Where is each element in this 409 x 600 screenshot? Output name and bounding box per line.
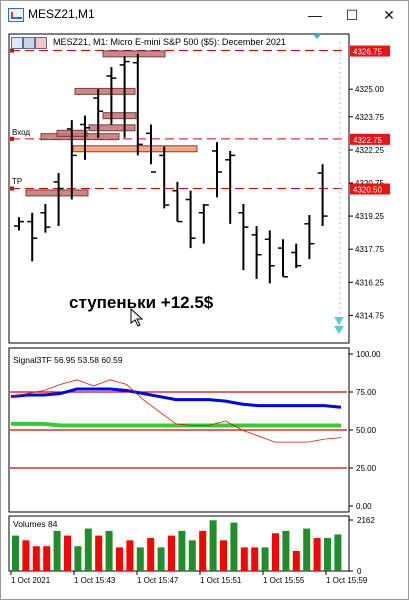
chart-header-info: MESZ21, M1: Micro E-mini S&P 500 ($5): D… bbox=[53, 37, 286, 47]
chart-header-icons[interactable] bbox=[11, 36, 49, 49]
price-level-label: 4320.75 bbox=[355, 179, 384, 188]
volume-bar bbox=[157, 547, 165, 571]
volume-bar bbox=[12, 535, 19, 571]
close-button[interactable]: ✕ bbox=[383, 7, 395, 23]
volume-bar bbox=[334, 534, 342, 571]
volume-layer: 2162 0 bbox=[12, 516, 375, 576]
x-axis: 1 Oct 2021 1 Oct 15:43 1 Oct 15:47 1 Oct 15… bbox=[10, 571, 368, 585]
volume-bar bbox=[324, 537, 331, 571]
volume-bar bbox=[240, 547, 248, 571]
price-level-label: 4320.50 bbox=[353, 186, 382, 195]
chart-window-icon bbox=[8, 8, 24, 22]
signal-raw-line bbox=[10, 379, 342, 443]
price-level-badge bbox=[350, 183, 390, 195]
line-marker bbox=[10, 136, 14, 141]
order-block bbox=[74, 87, 136, 95]
order-block bbox=[72, 145, 198, 153]
volume-bar bbox=[147, 537, 155, 571]
volume-bar bbox=[313, 537, 321, 571]
volume-bar bbox=[209, 520, 217, 571]
volume-bar bbox=[282, 530, 290, 571]
order-block bbox=[102, 112, 137, 120]
volume-bar bbox=[74, 546, 82, 571]
price-level-label: 4319.25 bbox=[355, 212, 384, 221]
grid-icon[interactable] bbox=[11, 37, 23, 49]
double-arrow-icon bbox=[334, 317, 344, 334]
volume-bar bbox=[220, 540, 227, 571]
volume-bar bbox=[272, 533, 279, 571]
indicator-level-label: 75.00 bbox=[356, 388, 377, 397]
indicator-level-label: 50.00 bbox=[356, 426, 377, 435]
indicator-layer: 100.00 75.00 50.00 25.00 0.00 bbox=[10, 350, 381, 511]
window-title: MESZ21,M1 bbox=[28, 7, 95, 21]
title-bar[interactable]: MESZ21,M1 — ☐ ✕ bbox=[1, 1, 408, 29]
volume-bar bbox=[116, 547, 123, 571]
volume-bar bbox=[84, 528, 92, 571]
tp-line-label: TP bbox=[12, 177, 23, 186]
order-block bbox=[25, 189, 89, 197]
x-tick-label: 1 Oct 15:43 bbox=[74, 576, 116, 585]
signal-fast-line bbox=[10, 387, 342, 409]
volume-bar bbox=[43, 546, 51, 571]
annotation-text: ступеньки +12.5$ bbox=[69, 293, 214, 312]
maximize-button[interactable]: ☐ bbox=[345, 7, 359, 23]
volume-bar bbox=[32, 546, 40, 571]
volume-level-label: 0 bbox=[357, 567, 362, 576]
volume-bar bbox=[178, 530, 186, 571]
x-tick-label: 1 Oct 15:55 bbox=[263, 576, 305, 585]
volume-level-label: 2162 bbox=[357, 516, 375, 525]
entry-line-label: Вход bbox=[12, 128, 31, 137]
volume-bar bbox=[22, 540, 30, 571]
volume-bar bbox=[251, 547, 259, 571]
volume-bar bbox=[188, 540, 196, 571]
price-level-label: 4314.75 bbox=[355, 311, 384, 320]
chart-shift-icon bbox=[313, 34, 321, 39]
price-level-label: 4316.25 bbox=[355, 278, 384, 287]
mouse-cursor-icon bbox=[130, 307, 144, 327]
x-tick-label: 1 Oct 2021 bbox=[11, 576, 51, 585]
volume-bar bbox=[303, 528, 311, 571]
price-level-badge bbox=[350, 45, 390, 57]
price-level-badge bbox=[350, 133, 390, 145]
volume-bar bbox=[230, 522, 238, 571]
volume-bar bbox=[126, 540, 134, 571]
line-marker bbox=[10, 48, 14, 53]
indicator-level-label: 0.00 bbox=[356, 502, 372, 511]
volume-bar bbox=[64, 535, 71, 571]
volume-bar bbox=[168, 535, 175, 571]
line-marker bbox=[10, 186, 14, 191]
list-icon[interactable] bbox=[23, 37, 35, 49]
indicator-level-label: 100.00 bbox=[356, 350, 381, 359]
price-level-label: 4317.75 bbox=[355, 245, 384, 254]
x-tick-label: 1 Oct 15:47 bbox=[137, 576, 179, 585]
price-level-label: 4322.25 bbox=[355, 146, 384, 155]
volume-bar bbox=[136, 547, 144, 571]
minimize-button[interactable]: — bbox=[308, 7, 322, 23]
x-tick-label: 1 Oct 15:59 bbox=[326, 576, 368, 585]
volume-bar bbox=[53, 530, 61, 571]
order-block bbox=[88, 124, 136, 132]
order-block bbox=[102, 50, 166, 58]
volume-bar bbox=[105, 530, 113, 571]
volume-bar bbox=[199, 530, 207, 571]
indicator-level-label: 25.00 bbox=[356, 464, 377, 473]
indicator-label: Signal3TF 56.95 53.58 60.59 bbox=[13, 355, 123, 365]
volume-label: Volumes 84 bbox=[13, 519, 58, 529]
price-level-label: 4325.00 bbox=[355, 85, 384, 94]
signal-slow-line bbox=[11, 421, 341, 428]
volume-bar bbox=[292, 550, 300, 571]
volume-bar bbox=[261, 547, 269, 571]
price-level-label: 4326.75 bbox=[353, 48, 382, 57]
trade-icon[interactable] bbox=[35, 37, 47, 49]
price-level-label: 4323.75 bbox=[355, 113, 384, 122]
x-tick-label: 1 Oct 15:51 bbox=[200, 576, 242, 585]
price-level-label: 4322.75 bbox=[353, 136, 382, 145]
volume-bar bbox=[95, 535, 103, 571]
